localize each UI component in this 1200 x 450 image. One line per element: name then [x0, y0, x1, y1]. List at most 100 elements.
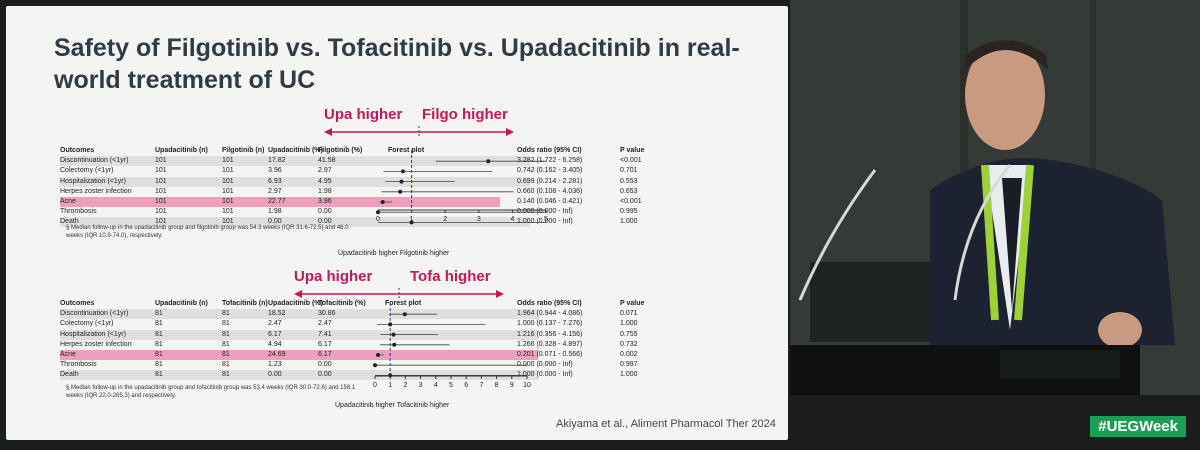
table-cell: 6.17: [318, 351, 332, 358]
column-header: Upadacitinib (n): [155, 147, 208, 154]
table-cell: 17.82: [268, 157, 286, 165]
odds-ratio-point: [486, 159, 491, 164]
table-cell: 0.00: [318, 361, 332, 369]
table-cell: 18.52: [268, 310, 286, 318]
table-cell: 1.23: [268, 361, 282, 369]
table-cell: 2.47: [268, 320, 282, 328]
table-cell: 6.17: [268, 330, 282, 338]
x-tick-label: 3: [477, 216, 481, 223]
table-cell: 0.997: [620, 361, 638, 369]
table-cell: 2.97: [318, 167, 332, 175]
table-cell: 0.002: [620, 351, 638, 358]
table-row: Herpes zoster infection 101 101 2.97 1.98 0.6…: [60, 187, 638, 197]
table-cell: 6.93: [268, 177, 282, 185]
x-tick-label: 4: [434, 382, 438, 389]
table-cell: 4.95: [318, 177, 332, 185]
x-tick-label: 5: [544, 216, 548, 223]
table-cell: 0.00: [318, 371, 332, 379]
x-tick-label: 2: [443, 216, 447, 223]
x-tick-label: 2: [403, 382, 407, 389]
x-tick-label: 1: [388, 382, 392, 389]
x-tick-label: 8: [495, 382, 499, 389]
table-cell: 41.58: [318, 157, 336, 165]
outcomes-table: Outcomes Upadacitinib (n) Filgotinib (n) Up…: [60, 146, 660, 228]
table-cell: 101: [155, 198, 167, 205]
table-cell: Death: [60, 371, 79, 379]
table-cell: 0.742 (0.162 - 3.405): [517, 167, 583, 175]
forest-plot: 0 1 2 3 4 5: [376, 150, 548, 225]
table-row: Discontinuation (<1yr) 101 101 17.82 41.58 3.…: [60, 156, 642, 167]
column-header: Upadacitinib (n): [155, 300, 208, 307]
table-row: Death 101 101 0.00 0.00 1.000 (0.000 - Inf) 1.…: [60, 217, 638, 228]
table-cell: 1.216 (0.356 - 4.156): [517, 330, 583, 338]
table-cell: 0.00: [318, 218, 332, 226]
odds-ratio-point: [398, 189, 403, 194]
footnote: § Median follow-up in the upadacitinib g…: [66, 225, 349, 239]
table-cell: 3.96: [268, 167, 282, 175]
table-cell: Herpes zoster infection: [60, 340, 132, 348]
speaker-suit: [930, 158, 1175, 345]
table-cell: <0.001: [620, 198, 642, 205]
table-cell: 81: [222, 361, 230, 369]
table-cell: 101: [222, 218, 234, 226]
right-direction-label: Filgo higher: [422, 106, 508, 123]
table-row: Thrombosis 101 101 1.98 0.00 0.000 (0.000 - I…: [60, 207, 638, 217]
odds-ratio-point: [373, 363, 377, 368]
forest-plot: 0 1 2 3 4 5 6 7 8 9 10: [373, 303, 531, 389]
table-cell: Thrombosis: [60, 208, 97, 216]
left-direction-label: Upa higher: [294, 268, 373, 285]
table-row: Hospitalization (<1yr) 101 101 6.93 4.95 0.69…: [60, 176, 638, 187]
odds-ratio-point: [392, 342, 397, 347]
table-cell: 22.77: [268, 198, 286, 205]
column-header: Tofacitinib (n): [222, 300, 268, 307]
column-header: P value: [620, 147, 645, 154]
citation: Akiyama et al., Aliment Pharmacol Ther 2…: [556, 418, 776, 430]
table-cell: 81: [222, 371, 230, 379]
speaker-scene: [790, 0, 1200, 445]
table-cell: Discontinuation (<1yr): [60, 310, 129, 318]
table-cell: 101: [222, 167, 234, 175]
presentation-slide: Safety of Filgotinib vs. Tofacitinib vs.…: [6, 6, 788, 440]
table-cell: 0.201 (0.071 - 0.566): [517, 351, 583, 358]
table-cell: 1.000 (0.000 - Inf): [517, 371, 573, 379]
table-cell: Thrombosis: [60, 361, 97, 369]
table-cell: 81: [222, 340, 230, 348]
table-cell: 0.732: [620, 340, 638, 348]
table-cell: 101: [155, 187, 167, 195]
table-cell: 81: [155, 330, 163, 338]
table-row: Death 81 81 0.00 0.00 1.000 (0.000 - Inf) 1.00…: [60, 370, 638, 381]
table-cell: 30.86: [318, 310, 336, 318]
table-cell: 0.660 (0.108 - 4.036): [517, 187, 583, 195]
table-cell: 3.282 (1.722 - 6.258): [517, 157, 583, 165]
table-cell: 1.000 (0.137 - 7.276): [517, 320, 583, 328]
table-cell: 81: [155, 340, 163, 348]
odds-ratio-point: [409, 220, 414, 225]
table-cell: 81: [222, 320, 230, 328]
table-cell: 0.701: [620, 167, 638, 175]
table-cell: <0.001: [620, 157, 642, 165]
column-header: Forest plot: [388, 147, 425, 154]
microphone-left: [798, 169, 877, 301]
footnote: § Median follow-up in the upadacitinib g…: [66, 385, 356, 399]
table-cell: Hospitalization (<1yr): [60, 330, 126, 338]
left-direction-label: Upa higher: [324, 106, 403, 123]
column-header: Odds ratio (95% CI): [517, 147, 582, 154]
column-header: Outcomes: [60, 300, 95, 307]
column-header: Filgotinib (n): [222, 147, 265, 154]
table-cell: 4.94: [268, 340, 282, 348]
table-cell: 1.000 (0.000 - Inf): [517, 218, 573, 226]
speaker-head: [965, 40, 1045, 150]
table-cell: Discontinuation (<1yr): [60, 157, 129, 165]
table-cell: 101: [222, 198, 234, 205]
x-tick-label: 9: [510, 382, 514, 389]
table-cell: 81: [155, 320, 163, 328]
table-cell: 0.140 (0.046 - 0.421): [517, 198, 583, 205]
x-tick-label: 7: [479, 382, 483, 389]
table-row: Colectomy (<1yr) 81 81 2.47 2.47 1.000 (0.137…: [60, 319, 638, 329]
column-header: Upadacitinib (%): [268, 147, 323, 154]
table-row: Thrombosis 81 81 1.23 0.00 0.000 (0.000 - Inf…: [60, 360, 638, 370]
table-cell: Acne: [60, 198, 76, 205]
right-direction-label: Tofa higher: [410, 268, 491, 285]
table-cell: 81: [155, 371, 163, 379]
table-cell: 1.98: [268, 208, 282, 216]
